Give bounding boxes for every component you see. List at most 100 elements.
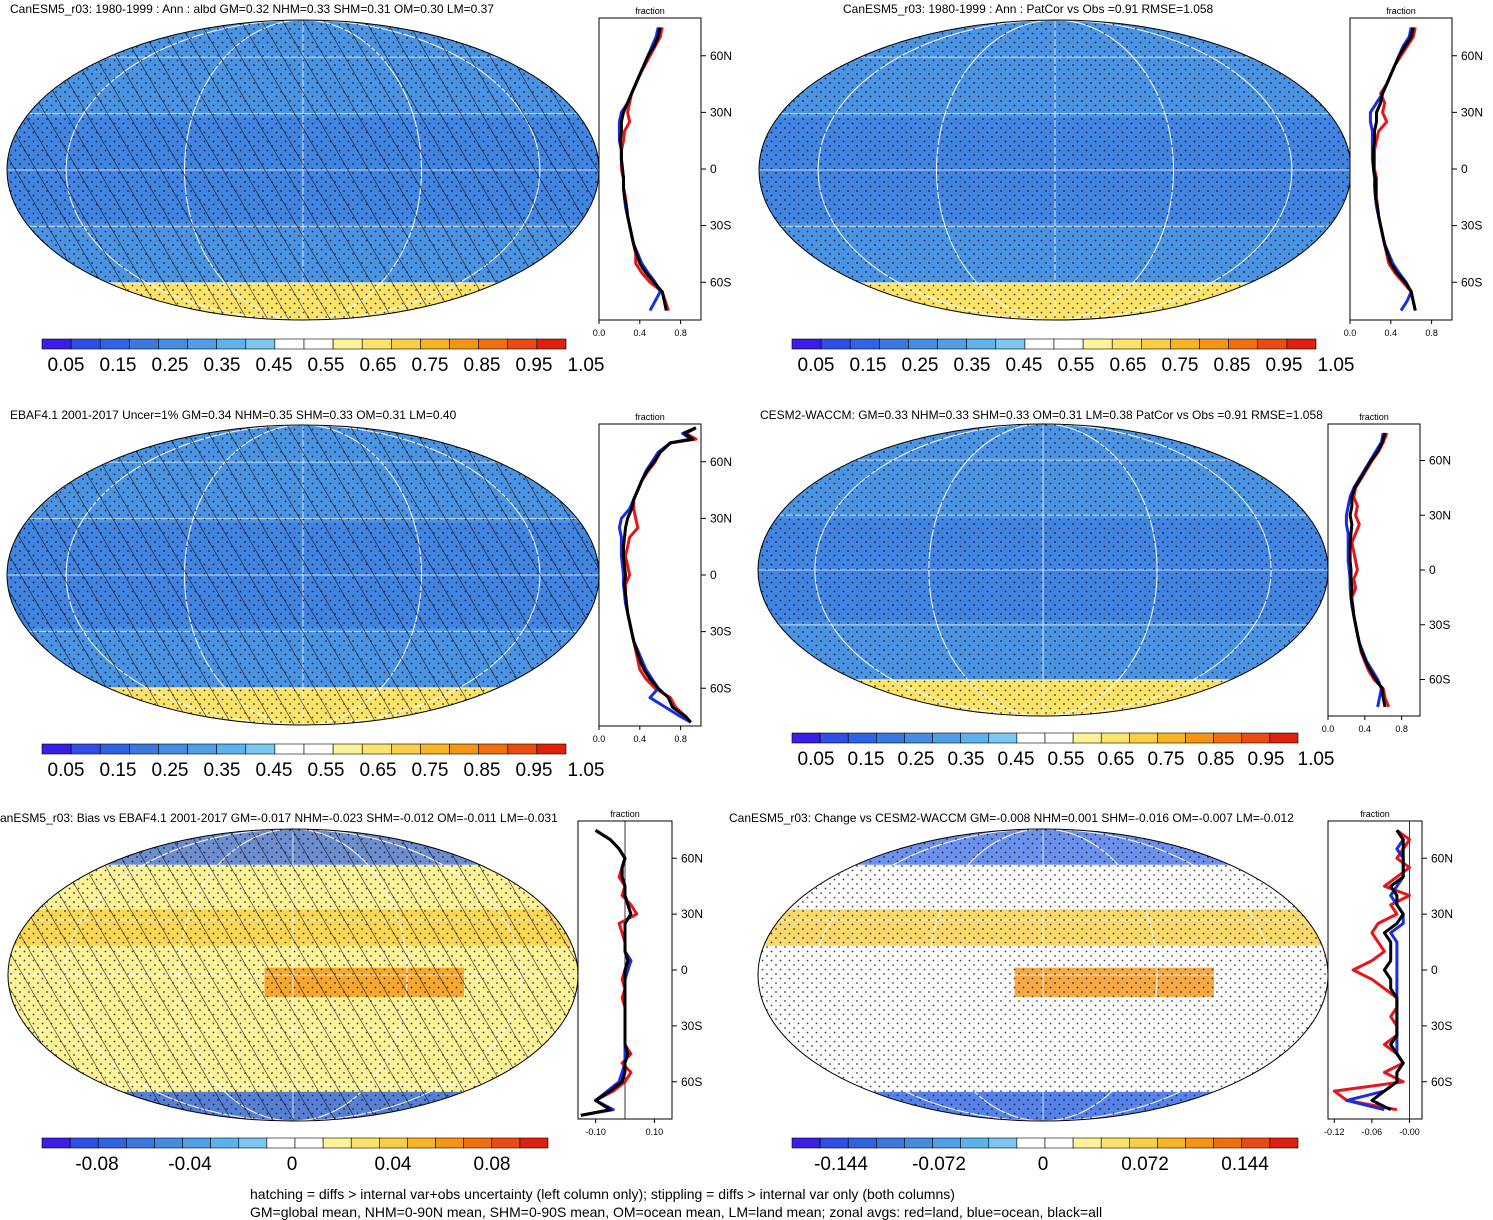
colorbar-label: 0.45	[256, 355, 293, 376]
y-tick-label: 0	[1429, 563, 1436, 577]
colorbar-swatch	[450, 339, 479, 349]
colorbar-swatch	[71, 339, 100, 349]
colorbar-swatch	[183, 1138, 211, 1148]
colorbar-swatch	[996, 339, 1025, 349]
colorbar-label: 0.15	[100, 355, 137, 376]
x-tick-label: 0.4	[1385, 328, 1398, 338]
x-tick-label: 0.8	[674, 328, 687, 338]
colorbar-swatch	[100, 744, 129, 754]
panel-title: CanESM5_r03: 1980-1999 : Ann : PatCor vs…	[843, 2, 1213, 16]
colorbar-swatch	[879, 339, 908, 349]
colorbar-swatch	[295, 1138, 323, 1148]
colorbar-label: 0.65	[360, 760, 397, 781]
colorbar-label: 0.65	[1110, 355, 1147, 376]
stippling-overlay	[758, 829, 1328, 1121]
y-tick-label: 30S	[1431, 1019, 1452, 1033]
colorbar-label: 0.25	[152, 355, 189, 376]
y-tick-label: 60N	[1461, 49, 1483, 63]
x-tick-label: 0.4	[634, 328, 647, 338]
map	[7, 425, 599, 733]
colorbar-label: -0.08	[75, 1154, 118, 1175]
colorbar-label: 0.144	[1221, 1154, 1269, 1175]
colorbar-label: 1.05	[1298, 749, 1335, 770]
colorbar-swatch	[188, 339, 217, 349]
colorbar-label: 0.25	[902, 355, 939, 376]
colorbar-label: 0	[287, 1154, 298, 1175]
map	[759, 20, 1351, 328]
x-tick-label: -0.10	[585, 1127, 606, 1137]
y-tick-label: 30N	[1431, 907, 1453, 921]
colorbar-label: 0.95	[516, 355, 553, 376]
colorbar-label: 0.35	[204, 355, 241, 376]
colorbar-swatch	[1270, 1138, 1298, 1148]
y-tick-label: 30N	[710, 105, 732, 119]
colorbar-swatch	[126, 1138, 154, 1148]
colorbar-swatch	[304, 744, 333, 754]
colorbar-swatch	[420, 744, 449, 754]
colorbar-swatch	[1287, 339, 1316, 349]
colorbar-swatch	[820, 733, 848, 743]
colorbar-label: 0.75	[1148, 749, 1185, 770]
colorbar-swatch	[1242, 1138, 1270, 1148]
colorbar-label: 0.45	[256, 760, 293, 781]
colorbar-swatch	[908, 339, 937, 349]
y-tick-label: 30N	[681, 907, 703, 921]
colorbar-swatch	[391, 339, 420, 349]
x-axis-label: fraction	[635, 412, 665, 422]
y-tick-label: 60S	[1461, 275, 1482, 289]
stippling-overlay	[8, 829, 578, 1121]
colorbar-label: 0.15	[100, 760, 137, 781]
colorbar-label: 0.55	[308, 355, 345, 376]
colorbar-swatch	[1200, 339, 1229, 349]
footer-legend-line1: hatching = diffs > internal var+obs unce…	[250, 1186, 955, 1202]
y-tick-label: 0	[710, 568, 717, 582]
colorbar-swatch	[98, 1138, 126, 1148]
map	[7, 20, 599, 328]
x-tick-label: -0.06	[1362, 1127, 1383, 1137]
colorbar-label: -0.04	[168, 1154, 212, 1175]
colorbar-swatch	[362, 339, 391, 349]
colorbar-swatch	[967, 339, 996, 349]
colorbar-label: 0.45	[1006, 355, 1043, 376]
colorbar-swatch	[211, 1138, 239, 1148]
colorbar-label: 0.35	[948, 749, 985, 770]
colorbar-swatch	[1017, 733, 1045, 743]
colorbar-swatch	[154, 1138, 182, 1148]
colorbar-label: 0.05	[48, 355, 85, 376]
x-axis-label: fraction	[635, 6, 665, 16]
y-tick-label: 60N	[1429, 454, 1451, 468]
y-tick-label: 0	[1461, 162, 1468, 176]
stippling-overlay	[759, 20, 1351, 320]
colorbar-swatch	[1129, 733, 1157, 743]
colorbar-label: 1.05	[1318, 355, 1355, 376]
colorbar-swatch	[100, 339, 129, 349]
y-tick-label: 60N	[1431, 851, 1453, 865]
x-tick-label: 0.0	[1322, 724, 1335, 734]
colorbar-swatch	[1045, 733, 1073, 743]
colorbar-swatch	[904, 733, 932, 743]
y-tick-label: 60N	[681, 851, 703, 865]
y-tick-label: 60S	[710, 275, 731, 289]
colorbar-swatch	[1242, 733, 1270, 743]
colorbar-swatch	[391, 744, 420, 754]
colorbar-swatch	[246, 339, 275, 349]
colorbar-swatch	[938, 339, 967, 349]
colorbar-swatch	[876, 1138, 904, 1148]
colorbar-swatch	[1186, 733, 1214, 743]
colorbar-swatch	[436, 1138, 464, 1148]
colorbar-swatch	[1101, 1138, 1129, 1148]
colorbar-swatch	[1129, 1138, 1157, 1148]
colorbar-swatch	[1112, 339, 1141, 349]
colorbar-swatch	[933, 1138, 961, 1148]
colorbar-swatch	[792, 339, 821, 349]
colorbar-label: 0.072	[1121, 1154, 1169, 1175]
y-tick-label: 30S	[681, 1019, 702, 1033]
colorbar-swatch	[537, 744, 566, 754]
colorbar-swatch	[464, 1138, 492, 1148]
